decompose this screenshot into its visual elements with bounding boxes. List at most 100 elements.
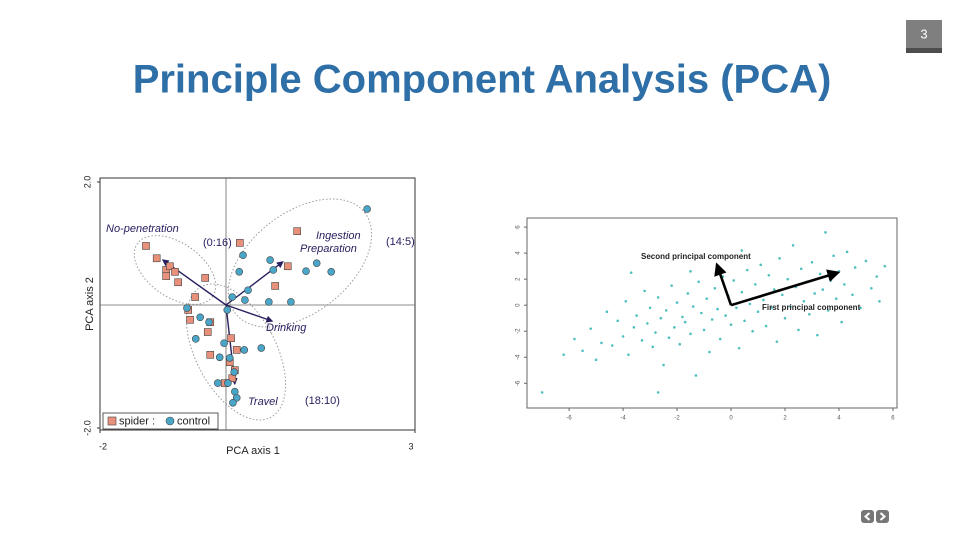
spider-point (283, 262, 292, 271)
control-point (235, 267, 244, 276)
x-tick-label: -2 (674, 416, 680, 422)
data-point (834, 297, 838, 300)
data-point (883, 264, 887, 268)
data-point (840, 320, 843, 324)
data-point (748, 302, 752, 306)
data-point (643, 289, 646, 293)
control-point (191, 335, 200, 343)
data-point (745, 268, 749, 272)
data-point (651, 345, 655, 349)
control-point (241, 296, 249, 304)
control-point (269, 266, 278, 274)
x-tick-label: 4 (837, 416, 841, 422)
group-count: (14:5) (386, 236, 415, 248)
data-point (767, 273, 771, 277)
data-point (689, 270, 692, 273)
data-point (810, 260, 814, 264)
y-tick-label: -4 (516, 354, 522, 360)
y-tick-label: -6 (516, 380, 522, 386)
legend-label: spider : (119, 415, 155, 427)
loading-label: Drinking (266, 322, 307, 334)
loading-arrow (225, 304, 274, 323)
data-point (770, 306, 773, 310)
control-point (302, 267, 310, 275)
data-point (659, 316, 663, 320)
legend-marker (107, 416, 117, 426)
data-point (562, 353, 566, 356)
data-point (797, 328, 800, 332)
control-point (239, 251, 247, 259)
data-point (759, 263, 763, 267)
prev-button[interactable] (861, 510, 874, 523)
slide-title: Principle Component Analysis (PCA) (133, 58, 832, 102)
control-point (244, 286, 252, 295)
nav[interactable] (861, 510, 889, 523)
data-point (870, 286, 873, 290)
spider-point (293, 227, 301, 235)
spider-point (206, 351, 215, 359)
page-number: 3 (920, 26, 927, 41)
data-point (816, 333, 819, 337)
data-point (573, 337, 576, 341)
control-point (265, 298, 273, 306)
data-point (621, 335, 625, 338)
x-tick-label: -6 (566, 416, 572, 422)
x-axis-label: PCA axis 1 (226, 445, 280, 457)
next-button[interactable] (876, 510, 889, 523)
data-point (670, 284, 673, 287)
data-point (678, 342, 682, 346)
spider-point (191, 293, 199, 301)
next-icon (879, 512, 887, 521)
data-point (675, 301, 679, 304)
y-tick-label: -2 (516, 328, 522, 334)
control-point (196, 313, 204, 322)
group-count: (0:16) (203, 237, 232, 249)
spider-point (186, 315, 194, 324)
data-point (789, 305, 792, 308)
legend-marker (165, 416, 175, 426)
x-tick-label: -4 (620, 416, 626, 422)
data-point (807, 313, 811, 316)
data-point (818, 272, 822, 276)
data-point (632, 326, 636, 329)
page-number-box (906, 20, 942, 48)
data-point (791, 244, 795, 247)
data-point (681, 315, 684, 319)
page-number-bar (906, 48, 942, 53)
y-axis-label: PCA axis 2 (84, 277, 96, 331)
spider-point (203, 328, 212, 336)
component-label: First principal component (762, 303, 861, 312)
loading-label: Preparation (300, 243, 357, 255)
data-point (629, 271, 633, 274)
y-tick-label: 4 (516, 251, 522, 255)
control-point (229, 398, 237, 407)
spider-point (227, 334, 235, 343)
y-tick-label: 0 (516, 303, 522, 307)
data-point (786, 277, 790, 281)
control-point (224, 379, 232, 387)
spider-point (162, 272, 170, 280)
control-point (287, 298, 295, 306)
component-arrow (730, 269, 841, 307)
legend-label: control (177, 415, 210, 427)
spider-point (152, 254, 161, 263)
spider-point (174, 278, 182, 287)
data-point (673, 326, 676, 329)
data-point (878, 299, 881, 303)
data-point (737, 346, 741, 350)
data-point (864, 259, 868, 263)
data-point (635, 314, 638, 317)
control-point (327, 267, 336, 276)
y-tick-label: 2.0 (82, 176, 92, 189)
data-point (845, 250, 849, 254)
x-tick-label: -2 (99, 441, 107, 451)
x-tick-label: 0 (729, 416, 733, 422)
data-point (656, 296, 660, 299)
data-point (697, 280, 700, 284)
y-tick-label: -2.0 (82, 420, 92, 436)
data-point (702, 328, 706, 332)
data-point (756, 310, 760, 313)
prev-icon (863, 512, 871, 521)
x-tick-label: 3 (408, 441, 413, 451)
data-point (667, 336, 671, 340)
